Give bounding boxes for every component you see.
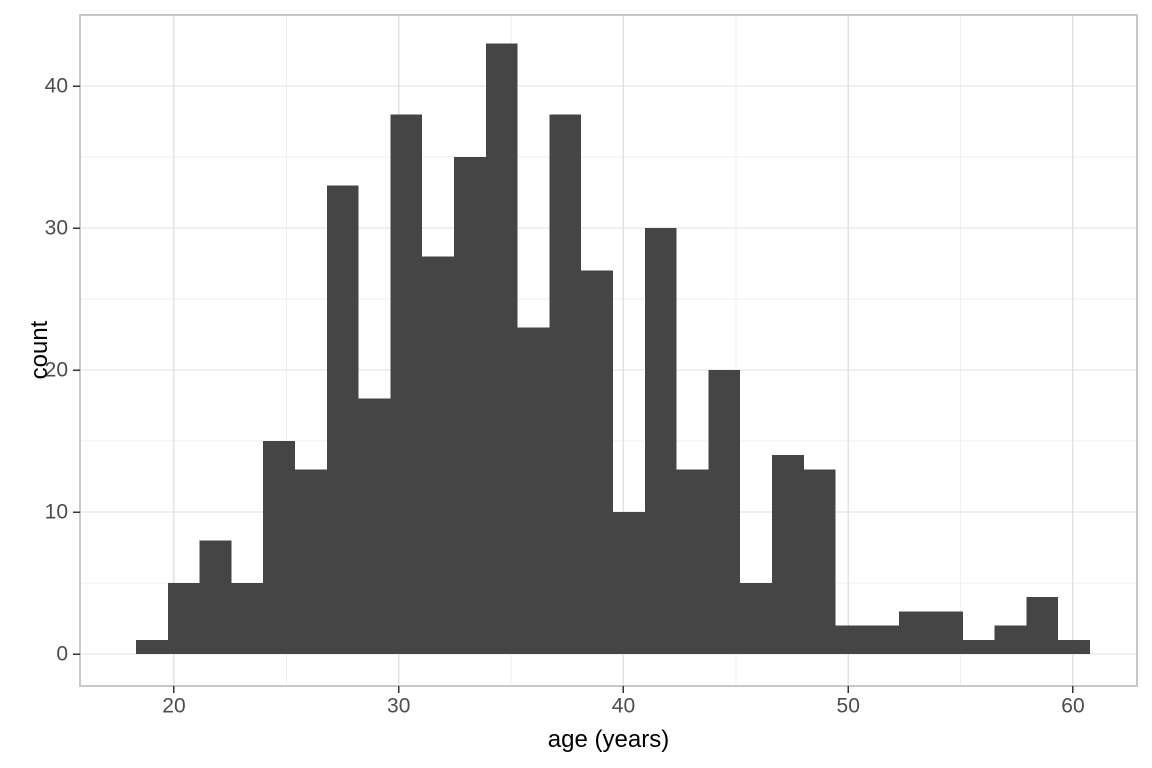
histogram-bar: [485, 43, 518, 655]
histogram-bar: [326, 185, 359, 655]
histogram-bar: [867, 625, 900, 655]
y-tick-label: 20: [45, 359, 68, 382]
histogram-bar: [899, 611, 932, 655]
histogram-bar: [1058, 639, 1091, 655]
y-tick-label: 0: [56, 643, 68, 666]
histogram-bar: [994, 625, 1027, 655]
histogram-bar: [931, 611, 963, 655]
histogram-bar: [1026, 597, 1059, 655]
histogram-bar: [962, 639, 995, 655]
histogram-bar: [231, 583, 264, 655]
histogram-bar: [167, 583, 200, 655]
x-tick-labels: 20 30 40 50 60: [162, 694, 1084, 717]
histogram-bar: [644, 228, 677, 655]
x-tick-label: 40: [612, 694, 635, 717]
x-axis-title: age (years): [547, 726, 670, 753]
histogram-bar: [453, 157, 486, 655]
histogram-bar: [422, 256, 454, 655]
histogram-bars: [135, 43, 1091, 655]
histogram-bar: [263, 441, 295, 655]
histogram-bar: [612, 512, 645, 655]
histogram-bar: [803, 469, 836, 655]
histogram-bar: [581, 270, 613, 655]
histogram-bar: [517, 327, 550, 655]
y-tick-label: 10: [45, 501, 68, 524]
histogram-bar: [199, 540, 232, 655]
x-tick-label: 30: [387, 694, 410, 717]
x-tick-label: 60: [1061, 694, 1084, 717]
y-tick-label: 40: [45, 75, 68, 98]
y-tick-labels: 0 10 20 30 40: [45, 75, 68, 666]
histogram-bar: [294, 469, 327, 655]
y-tick-label: 30: [45, 217, 68, 240]
histogram-bar: [676, 469, 709, 655]
histogram-bar: [390, 114, 423, 655]
y-axis-title: count: [26, 320, 53, 380]
axis-ticks: [73, 85, 1074, 693]
histogram-bar: [740, 583, 773, 655]
histogram-bar: [708, 370, 741, 655]
histogram-bar: [358, 398, 391, 655]
x-tick-label: 50: [837, 694, 860, 717]
panel-border: [79, 14, 1138, 687]
histogram-bar: [549, 114, 582, 655]
x-tick-label: 20: [162, 694, 185, 717]
histogram-bar: [135, 639, 168, 655]
histogram-bar: [772, 455, 804, 655]
histogram-bar: [835, 625, 868, 655]
